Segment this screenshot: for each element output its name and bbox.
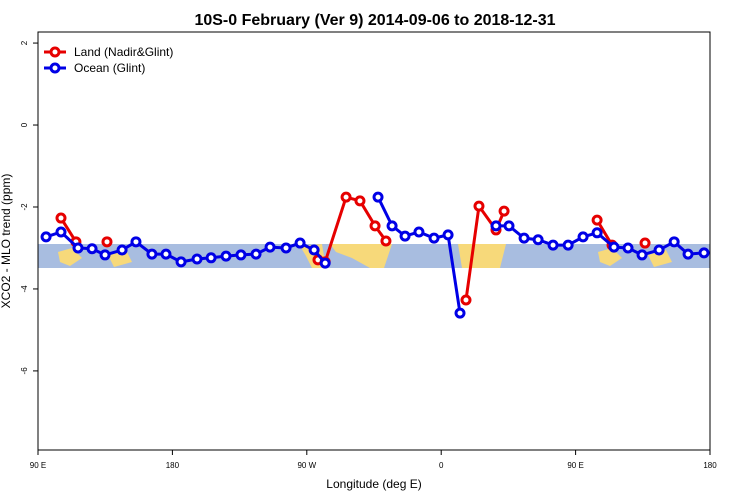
data-point — [250, 248, 262, 260]
data-point — [116, 244, 128, 256]
data-point — [308, 244, 320, 256]
data-point — [386, 220, 398, 232]
chart-title: 10S-0 February (Ver 9) 2014-09-06 to 201… — [194, 12, 555, 29]
data-point — [608, 241, 620, 253]
data-point — [428, 232, 440, 244]
data-point — [532, 234, 544, 246]
legend-marker — [49, 46, 61, 58]
data-point — [460, 294, 472, 306]
x-tick-label: 90 E — [30, 461, 46, 470]
x-tick-label: 90 W — [297, 461, 316, 470]
data-point — [55, 212, 67, 224]
data-point — [72, 242, 84, 254]
data-point — [639, 237, 651, 249]
legend-label: Ocean (Glint) — [74, 61, 145, 75]
data-point — [577, 231, 589, 243]
y-tick-label: 2 — [20, 40, 29, 45]
data-point — [160, 248, 172, 260]
data-point — [682, 248, 694, 260]
x-tick-label: 180 — [166, 461, 180, 470]
data-point — [146, 248, 158, 260]
data-point — [591, 227, 603, 239]
data-point — [369, 220, 381, 232]
data-point — [636, 249, 648, 261]
x-tick-label: 0 — [439, 461, 444, 470]
x-axis-label: Longitude (deg E) — [326, 477, 421, 491]
data-point — [354, 195, 366, 207]
data-point — [490, 220, 502, 232]
data-point — [442, 229, 454, 241]
data-point — [55, 226, 67, 238]
data-point — [622, 242, 634, 254]
plot-frame — [37, 31, 711, 451]
data-point — [562, 239, 574, 251]
data-point — [653, 244, 665, 256]
data-point — [518, 232, 530, 244]
series-line — [464, 202, 506, 301]
data-point — [294, 237, 306, 249]
data-point — [101, 236, 113, 248]
data-point — [668, 236, 680, 248]
data-point — [191, 253, 203, 265]
data-point — [86, 243, 98, 255]
data-point — [340, 191, 352, 203]
y-axis-label: XCO2 - MLO trend (ppm) — [0, 174, 13, 309]
data-point — [380, 235, 392, 247]
data-point — [319, 257, 331, 269]
data-point — [130, 236, 142, 248]
data-point — [99, 249, 111, 261]
data-point — [280, 242, 292, 254]
legend-label: Land (Nadir&Glint) — [74, 45, 173, 59]
data-point — [698, 247, 710, 259]
data-point — [40, 231, 52, 243]
y-tick-label: 0 — [20, 122, 29, 127]
data-point — [473, 200, 485, 212]
data-point — [235, 249, 247, 261]
legend-marker — [49, 62, 61, 74]
y-tick-label: -2 — [20, 203, 29, 211]
x-tick-label: 90 E — [567, 461, 583, 470]
data-point — [413, 226, 425, 238]
data-point — [264, 241, 276, 253]
y-tick-label: -4 — [20, 285, 29, 293]
x-tick-label: 180 — [703, 461, 717, 470]
data-point — [591, 214, 603, 226]
data-point — [205, 252, 217, 264]
data-point — [547, 239, 559, 251]
data-point — [372, 191, 384, 203]
data-point — [175, 256, 187, 268]
data-point — [454, 307, 466, 319]
data-point — [503, 220, 515, 232]
data-point — [498, 205, 510, 217]
data-point — [399, 230, 411, 242]
data-point — [220, 250, 232, 262]
y-tick-label: -6 — [20, 367, 29, 375]
